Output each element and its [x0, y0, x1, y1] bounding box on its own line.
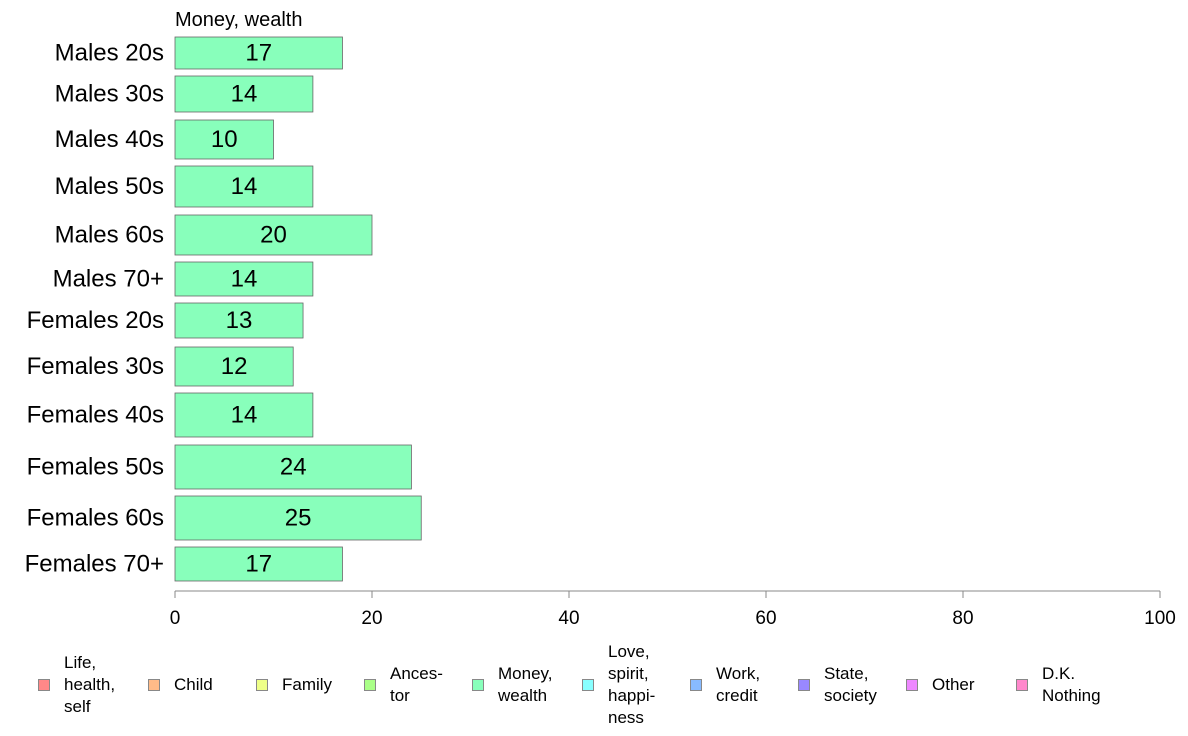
legend-swatch — [256, 679, 268, 691]
category-label: Females 70+ — [25, 551, 164, 578]
bar — [174, 444, 412, 490]
legend-item: Family — [256, 640, 332, 730]
x-tick-label: 0 — [170, 608, 181, 629]
legend-item: Ances- tor — [364, 640, 443, 730]
data-label: 14 — [231, 402, 258, 429]
legend-label: Work, credit — [716, 664, 761, 705]
bar — [174, 36, 343, 70]
data-label: 17 — [245, 551, 272, 578]
legend: Life, health, self Child Family Ances- tor M… — [30, 640, 1170, 730]
category-label: Females 50s — [27, 454, 164, 481]
legend-label: Ances- tor — [390, 664, 443, 705]
bar — [174, 302, 304, 339]
bar — [174, 546, 343, 582]
data-label: 14 — [231, 81, 258, 108]
bar — [174, 495, 422, 541]
bar — [174, 214, 373, 256]
bar — [174, 165, 314, 208]
x-tick-label: 80 — [952, 608, 973, 629]
legend-label: Money, wealth — [498, 664, 553, 705]
legend-label: Family — [282, 675, 333, 694]
legend-swatch — [148, 679, 160, 691]
legend-swatch — [364, 679, 376, 691]
panel-title: Money, wealth — [175, 9, 302, 31]
category-label: Males 70+ — [53, 266, 164, 293]
data-label: 14 — [231, 266, 258, 293]
legend-swatch — [690, 679, 702, 691]
category-label: Males 50s — [55, 173, 164, 200]
legend-swatch — [582, 679, 594, 691]
x-axis: 0 20 40 60 80 100 — [170, 590, 1176, 629]
x-tick-label: 60 — [755, 608, 776, 629]
data-label: 14 — [231, 173, 258, 200]
x-tick-label: 20 — [361, 608, 382, 629]
bar — [174, 392, 314, 438]
bar — [174, 119, 274, 160]
legend-item: Other — [906, 640, 975, 730]
legend-label: Other — [932, 675, 975, 694]
bar — [174, 346, 294, 387]
legend-swatch — [798, 679, 810, 691]
data-label: 17 — [245, 40, 272, 67]
data-label: 24 — [280, 454, 307, 481]
legend-item: Life, health, self — [38, 640, 115, 730]
legend-item: Love, spirit, happi- ness — [582, 640, 655, 730]
data-label: 20 — [260, 222, 287, 249]
legend-label: D.K. Nothing — [1042, 664, 1101, 705]
category-label: Males 20s — [55, 40, 164, 67]
category-label: Females 30s — [27, 353, 164, 380]
data-label: 10 — [211, 126, 238, 153]
legend-item: Work, credit — [690, 640, 760, 730]
data-label: 12 — [221, 353, 248, 380]
category-label: Males 30s — [55, 81, 164, 108]
legend-label: Life, health, self — [64, 653, 116, 716]
category-label: Females 60s — [27, 505, 164, 532]
legend-swatch — [472, 679, 484, 691]
bar — [174, 75, 314, 113]
legend-item: Money, wealth — [472, 640, 553, 730]
legend-item: State, society — [798, 640, 877, 730]
category-label: Males 60s — [55, 222, 164, 249]
category-label: Females 40s — [27, 402, 164, 429]
legend-label: Child — [174, 675, 213, 694]
category-label: Males 40s — [55, 126, 164, 153]
bar — [174, 261, 314, 297]
legend-item: D.K. Nothing — [1016, 640, 1101, 730]
legend-item: Child — [148, 640, 213, 730]
data-label: 13 — [226, 307, 253, 334]
data-label: 25 — [285, 505, 312, 532]
legend-swatch — [906, 679, 918, 691]
legend-swatch — [38, 679, 50, 691]
x-tick-label: 40 — [558, 608, 579, 629]
legend-label: Love, spirit, happi- ness — [608, 642, 656, 727]
legend-label: State, society — [824, 664, 877, 705]
category-label: Females 20s — [27, 307, 164, 334]
bars-group: Males 20s 17 Males 30s 14 Males 40s 10 Males 5… — [25, 36, 422, 582]
x-tick-label: 100 — [1144, 608, 1176, 629]
legend-swatch — [1016, 679, 1028, 691]
